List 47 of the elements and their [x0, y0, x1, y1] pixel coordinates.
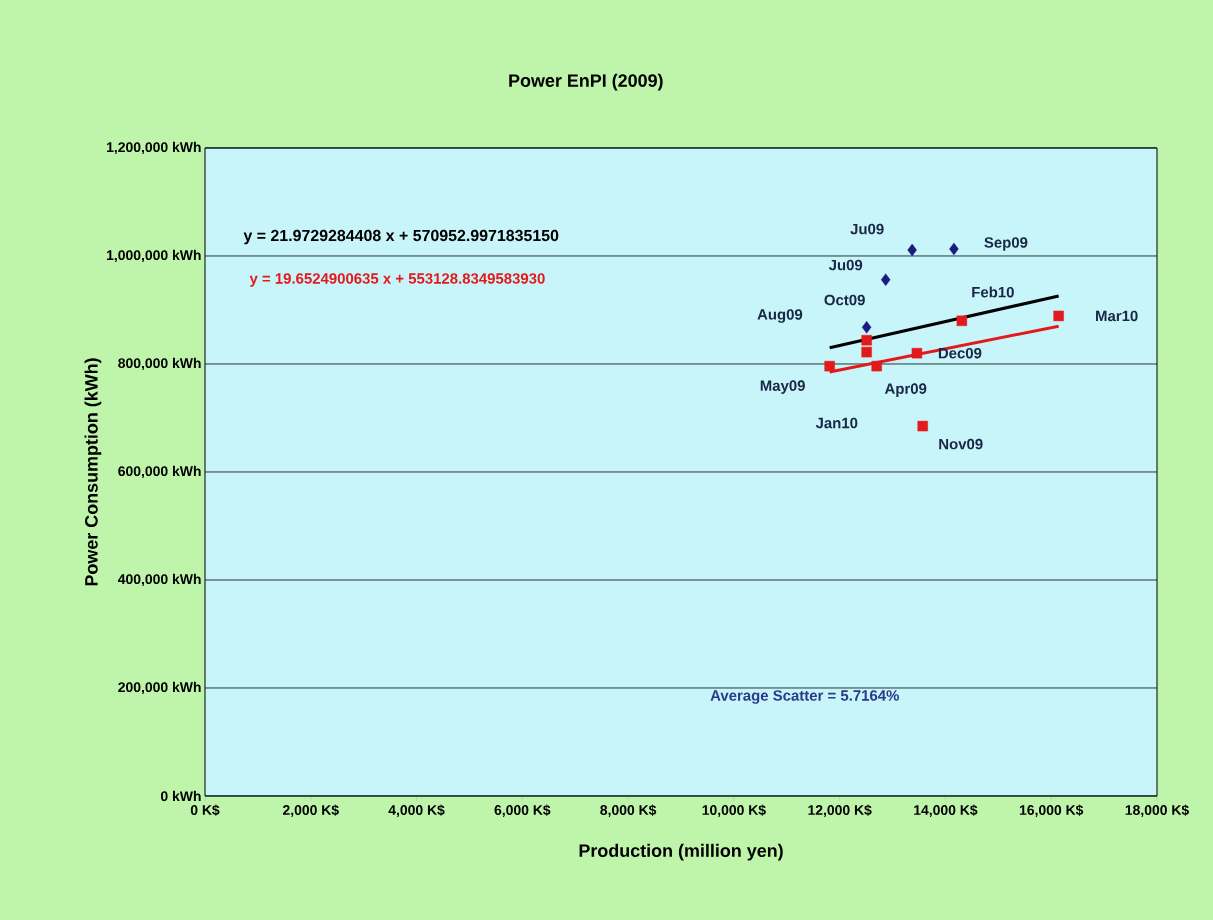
- x-tick-label: 18,000 K$: [1125, 804, 1189, 818]
- x-tick-label: 6,000 K$: [494, 804, 551, 818]
- annotation: Jan10: [815, 417, 858, 429]
- point: [861, 321, 872, 334]
- y-tick-label: 400,000 kWh: [117, 573, 201, 587]
- annotation: Mar10: [1096, 310, 1138, 322]
- point: [1053, 310, 1064, 322]
- chart-title: Power EnPI (2009): [509, 73, 663, 91]
- annotation: Sep09: [984, 237, 1028, 251]
- x-tick-label: 2,000 K$: [282, 804, 339, 818]
- point: [907, 243, 917, 257]
- point: [824, 360, 835, 372]
- y-tick-label: 600,000 kWh: [118, 465, 201, 479]
- x-tick-label: 8,000 K$: [600, 804, 657, 818]
- annotation: Feb10: [972, 286, 1014, 298]
- y-tick-label: 1,000,000 kWh: [107, 249, 201, 263]
- point: [880, 273, 891, 286]
- point: [871, 360, 882, 372]
- x-tick-label: 16,000 K$: [1019, 804, 1084, 818]
- y-tick-label: 1,200,000 kWh: [107, 141, 201, 155]
- point: [911, 347, 923, 359]
- x-tick-label: 0 K$: [190, 804, 220, 816]
- annotation: Dec09: [938, 347, 982, 359]
- annotation: Apr09: [884, 383, 927, 397]
- point: [956, 315, 968, 326]
- point: [949, 242, 959, 256]
- annotation: Ju09: [828, 259, 863, 271]
- x-tick-label: 4,000 K$: [388, 804, 445, 818]
- y-tick-label: 800,000 kWh: [118, 357, 201, 371]
- annotation: y = 21.9729284408 x + 570952.9971835150: [243, 229, 559, 245]
- x-tick-label: 12,000 K$: [808, 804, 872, 818]
- point: [861, 335, 872, 346]
- y-tick-label: 0 kWh: [160, 790, 201, 802]
- x-tick-label: 14,000 K$: [914, 804, 978, 818]
- annotation: Nov09: [939, 438, 983, 450]
- point: [917, 420, 928, 432]
- y-tick-label: 200,000 kWh: [118, 681, 201, 695]
- y-axis-title: Power Consumption (kWh): [84, 358, 102, 586]
- point: [861, 346, 872, 358]
- annotation: Average Scatter = 5.7164%: [710, 690, 899, 704]
- annotation: Oct09: [824, 294, 865, 306]
- x-axis-title: Production (million yen): [579, 843, 783, 861]
- annotation: Ju09: [850, 223, 884, 235]
- annotation: y = 19.6524900635 x + 553128.8349583930: [249, 273, 545, 287]
- annotation: May09: [760, 380, 805, 394]
- x-tick-label: 10,000 K$: [702, 804, 766, 818]
- annotation: Aug09: [757, 309, 803, 323]
